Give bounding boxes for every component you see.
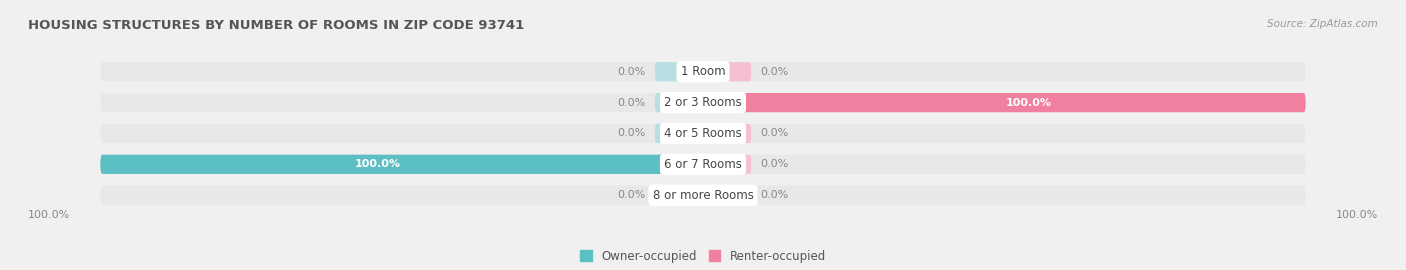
Text: 0.0%: 0.0% [761,129,789,139]
FancyBboxPatch shape [655,62,703,81]
Text: 1 Room: 1 Room [681,65,725,78]
Legend: Owner-occupied, Renter-occupied: Owner-occupied, Renter-occupied [575,245,831,267]
FancyBboxPatch shape [703,62,751,81]
Text: 0.0%: 0.0% [761,190,789,200]
FancyBboxPatch shape [100,62,1306,81]
Text: 0.0%: 0.0% [617,67,645,77]
Text: 0.0%: 0.0% [617,190,645,200]
FancyBboxPatch shape [703,185,751,205]
FancyBboxPatch shape [100,124,1306,143]
Text: 100.0%: 100.0% [1336,211,1378,221]
FancyBboxPatch shape [100,155,703,174]
FancyBboxPatch shape [655,93,703,112]
Text: Source: ZipAtlas.com: Source: ZipAtlas.com [1267,19,1378,29]
FancyBboxPatch shape [100,185,1306,205]
Text: 8 or more Rooms: 8 or more Rooms [652,189,754,202]
FancyBboxPatch shape [655,185,703,205]
Text: 4 or 5 Rooms: 4 or 5 Rooms [664,127,742,140]
Text: 0.0%: 0.0% [617,97,645,108]
FancyBboxPatch shape [100,93,1306,112]
Text: 0.0%: 0.0% [617,129,645,139]
FancyBboxPatch shape [703,124,751,143]
Text: 0.0%: 0.0% [761,67,789,77]
Text: 2 or 3 Rooms: 2 or 3 Rooms [664,96,742,109]
Text: 0.0%: 0.0% [761,159,789,169]
Text: 100.0%: 100.0% [1005,97,1052,108]
FancyBboxPatch shape [655,124,703,143]
FancyBboxPatch shape [100,155,703,174]
FancyBboxPatch shape [703,155,751,174]
Text: HOUSING STRUCTURES BY NUMBER OF ROOMS IN ZIP CODE 93741: HOUSING STRUCTURES BY NUMBER OF ROOMS IN… [28,19,524,32]
FancyBboxPatch shape [703,93,1306,112]
Text: 100.0%: 100.0% [354,159,401,169]
FancyBboxPatch shape [100,155,1306,174]
Text: 6 or 7 Rooms: 6 or 7 Rooms [664,158,742,171]
Text: 100.0%: 100.0% [28,211,70,221]
FancyBboxPatch shape [703,93,1306,112]
